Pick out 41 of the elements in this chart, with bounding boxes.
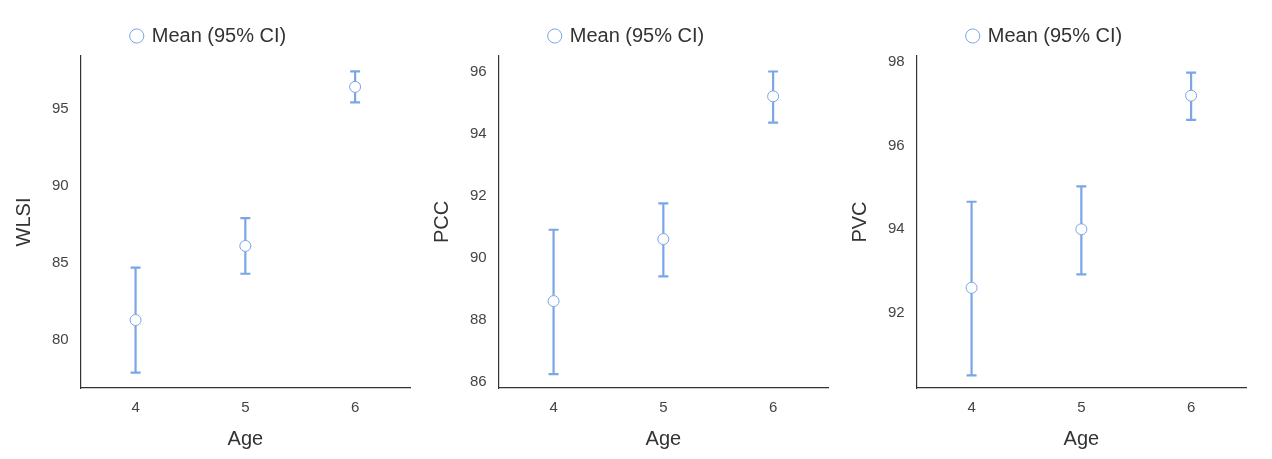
y-tick-label: 92 bbox=[888, 302, 905, 320]
point bbox=[1185, 89, 1198, 102]
x-tick-label: 4 bbox=[967, 398, 976, 416]
x-tick-label: 6 bbox=[350, 398, 360, 416]
y-axis-title: WLSI bbox=[11, 197, 34, 247]
y-tick-label: 92 bbox=[470, 185, 487, 203]
x-tick-label: 5 bbox=[1077, 398, 1086, 416]
y-axis-title: PVC bbox=[847, 201, 870, 243]
point bbox=[767, 90, 780, 103]
x-tick-label: 6 bbox=[1186, 398, 1196, 416]
x-tick-label: 5 bbox=[241, 398, 250, 416]
x-axis-title: Age bbox=[1063, 426, 1100, 449]
y-tick-label: 94 bbox=[888, 219, 905, 237]
y-tick-label: 98 bbox=[888, 52, 905, 70]
y-tick-label: 90 bbox=[470, 247, 487, 265]
y-axis-title: PCC bbox=[429, 200, 452, 244]
point bbox=[129, 314, 142, 327]
legend-label: Mean (95% CI) bbox=[151, 23, 287, 46]
point bbox=[1075, 223, 1088, 236]
x-axis-title: Age bbox=[227, 426, 264, 449]
point bbox=[239, 239, 252, 252]
y-tick-label: 86 bbox=[470, 371, 487, 389]
x-axis-title: Age bbox=[645, 426, 682, 449]
x-tick-label: 5 bbox=[659, 398, 668, 416]
y-tick-label: 96 bbox=[888, 135, 905, 153]
y-tick-label: 94 bbox=[470, 123, 487, 141]
legend-label: Mean (95% CI) bbox=[569, 23, 705, 46]
point bbox=[657, 233, 670, 246]
x-tick-label: 4 bbox=[549, 398, 558, 416]
legend-label: Mean (95% CI) bbox=[987, 23, 1123, 46]
y-tick-label: 80 bbox=[52, 330, 69, 348]
point bbox=[965, 281, 978, 294]
point bbox=[547, 295, 560, 308]
y-tick-label: 90 bbox=[52, 175, 69, 193]
x-tick-label: 4 bbox=[131, 398, 140, 416]
point bbox=[349, 80, 362, 93]
y-tick-label: 96 bbox=[470, 61, 487, 79]
y-tick-label: 85 bbox=[52, 253, 69, 271]
x-tick-label: 6 bbox=[768, 398, 778, 416]
y-tick-label: 95 bbox=[52, 98, 69, 116]
y-tick-label: 88 bbox=[470, 309, 487, 327]
